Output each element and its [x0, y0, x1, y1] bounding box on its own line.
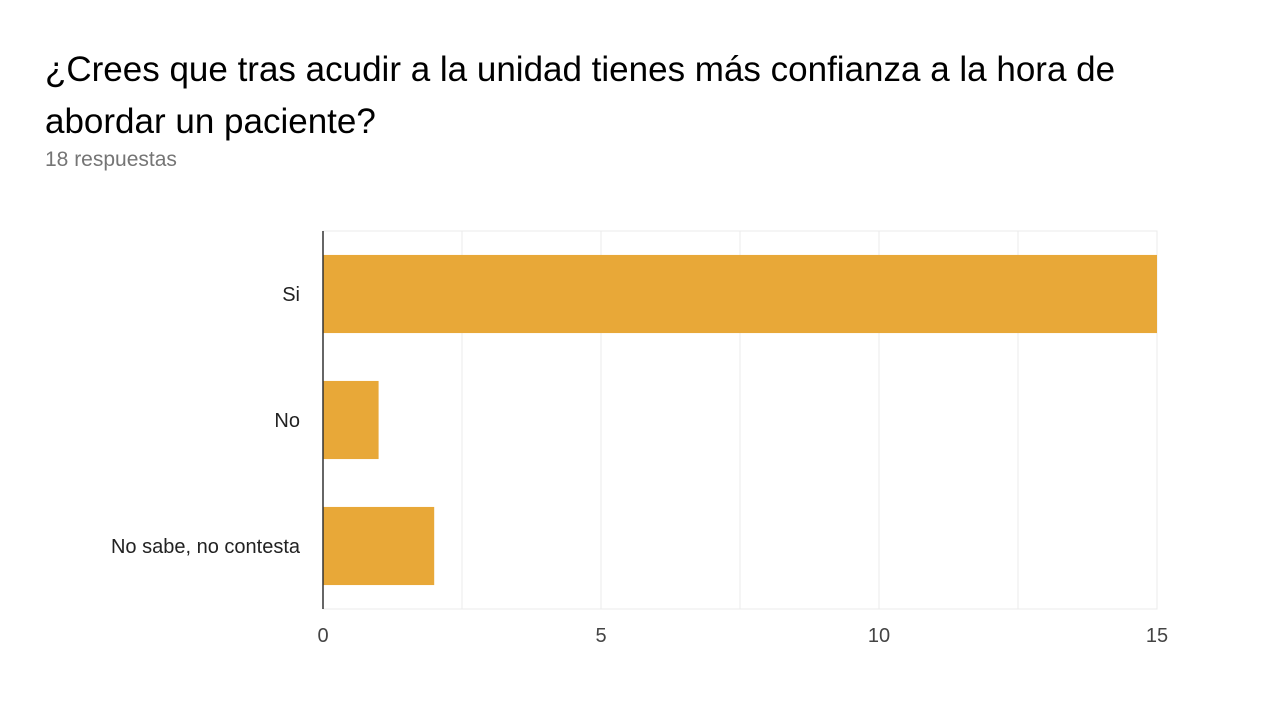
bar-2	[323, 506, 435, 586]
category-label: Si	[282, 284, 300, 306]
x-tick-label: 10	[868, 625, 890, 647]
x-tick-label: 5	[595, 625, 606, 647]
category-label: No	[274, 410, 300, 432]
chart-title: ¿Crees que tras acudir a la unidad tiene…	[45, 50, 1116, 141]
bar-1	[323, 380, 379, 460]
bar-0	[323, 254, 1157, 334]
category-label: No sabe, no contesta	[111, 536, 301, 558]
x-tick-label: 15	[1146, 625, 1168, 647]
x-tick-label: 0	[317, 625, 328, 647]
response-count: 18 respuestas	[45, 148, 177, 171]
